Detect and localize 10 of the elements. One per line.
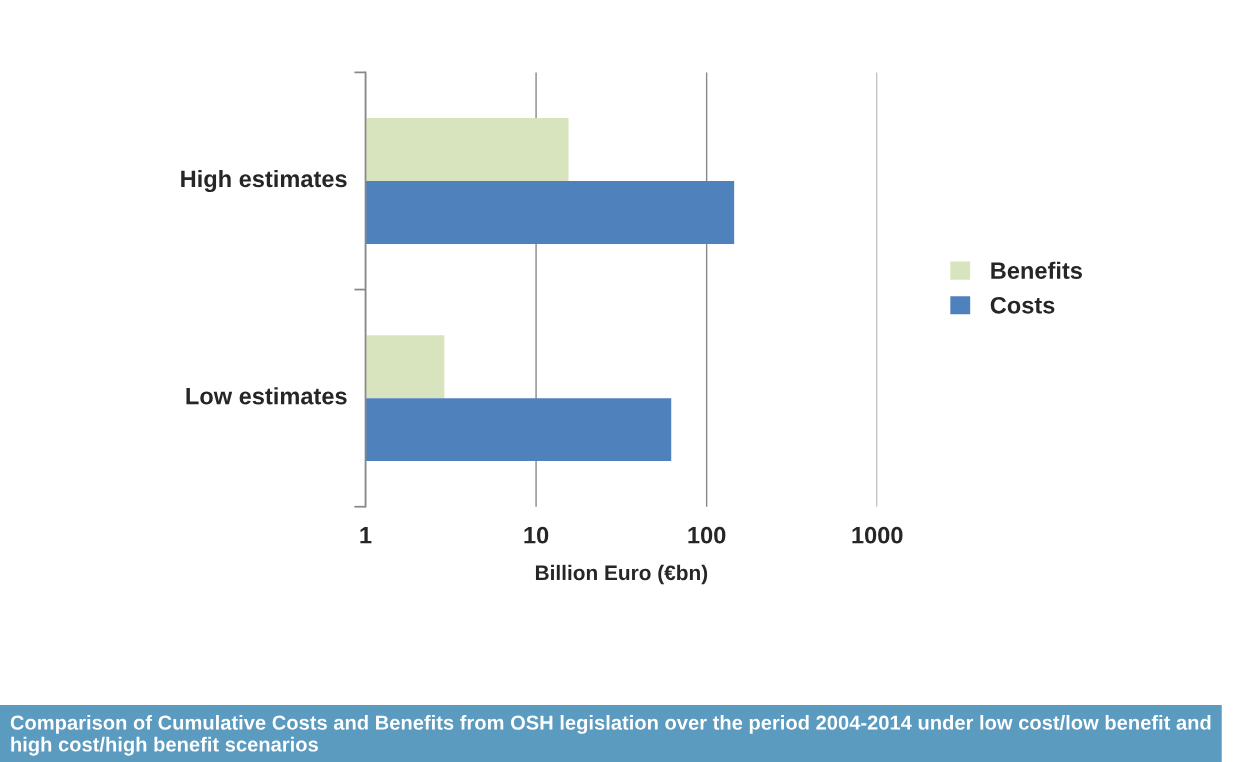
- legend-label: Costs: [990, 296, 1055, 314]
- x-tick-label: 100: [688, 526, 726, 544]
- y-tick-label: High estimates: [181, 169, 347, 193]
- x-tick-label: 1: [360, 527, 372, 544]
- x-axis-title: Billion Euro (€bn): [535, 564, 708, 585]
- x-tick-label: 10: [524, 526, 549, 544]
- x-tick-label: 1000: [852, 526, 903, 544]
- legend-label: Benefits: [991, 261, 1082, 279]
- text: Comparison of Cumulative Costs and Benefits from OSH legislation over the period 2004-2014 under low cost/low benefit and high cost/high benefit scenarios: [10, 715, 1211, 756]
- y-tick-label: Low estimates: [186, 387, 347, 405]
